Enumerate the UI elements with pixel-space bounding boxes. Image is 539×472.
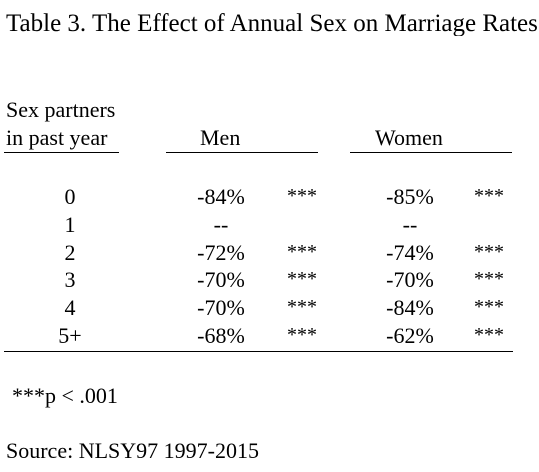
table-bottom-rule [4,351,513,352]
row-header-line2: in past year [6,125,108,150]
women-value: -74% [386,240,434,265]
women-significance: *** [474,296,504,318]
women-header-rule [350,152,512,153]
women-value: -62% [386,323,434,348]
women-significance: *** [474,185,504,207]
col-header-men: Men [200,125,241,150]
women-significance: *** [474,324,504,346]
source-note: Source: NLSY97 1997-2015 [6,438,259,463]
women-value: -84% [386,295,434,320]
men-value: -70% [197,267,245,292]
women-significance: *** [474,241,504,263]
women-significance: *** [474,268,504,290]
men-value: -70% [197,295,245,320]
men-significance: *** [287,268,317,290]
men-value: -- [213,212,229,237]
row-header-rule [4,152,119,153]
row-header-line1: Sex partners [6,97,116,122]
men-value: -72% [197,240,245,265]
men-value: -68% [197,323,245,348]
men-significance: *** [287,241,317,263]
col-header-women: Women [375,125,443,150]
row-label: 4 [64,295,76,320]
footnote: ***p < .001 [12,383,118,408]
men-significance: *** [287,185,317,207]
table-title: Table 3. The Effect of Annual Sex on Mar… [6,11,538,36]
row-label: 2 [64,240,76,265]
women-value: -85% [386,184,434,209]
men-significance: *** [287,296,317,318]
row-label: 3 [64,267,76,292]
men-value: -84% [197,184,245,209]
row-label: 5+ [58,323,82,348]
men-significance: *** [287,324,317,346]
women-value: -- [402,212,418,237]
men-header-rule [166,152,318,153]
women-value: -70% [386,267,434,292]
row-label: 0 [64,184,76,209]
row-label: 1 [64,212,76,237]
